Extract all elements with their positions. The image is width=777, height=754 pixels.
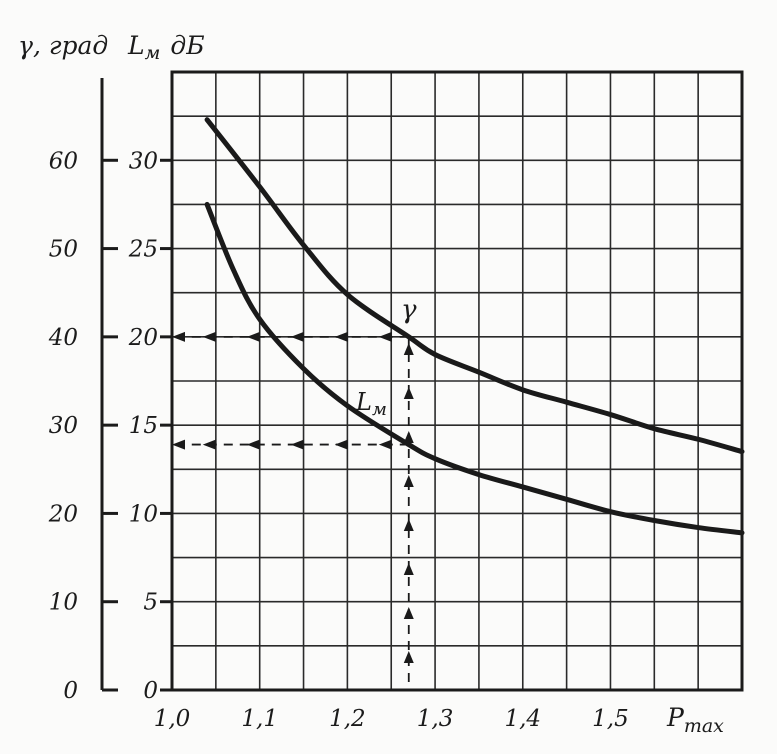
series-label-lm: Lм <box>355 388 387 420</box>
guide-arrow-left <box>172 331 185 342</box>
x-tick-label: 1,0 <box>154 706 191 732</box>
lm-tick-label: 5 <box>143 590 158 616</box>
gamma-tick-label: 50 <box>49 237 78 263</box>
guide-arrow-left <box>202 439 216 450</box>
gamma-axis-title: γ, град <box>18 31 108 60</box>
guide-arrow-left <box>290 331 304 342</box>
guide-arrow-left <box>246 331 260 342</box>
guide-arrow-up <box>403 387 414 399</box>
x-axis-title-main: P <box>666 703 685 732</box>
guide-arrow-left <box>290 439 304 450</box>
axis-layer <box>100 78 172 692</box>
guide-arrow-left <box>378 439 392 450</box>
lm-tick-label: 30 <box>129 148 158 174</box>
guide-arrow-up <box>403 519 414 531</box>
lm-tick-label: 0 <box>143 678 158 704</box>
guide-arrow-up <box>403 563 414 575</box>
lm-tick-label: 20 <box>128 325 158 351</box>
plot-frame <box>170 70 744 692</box>
guide-arrow-left <box>334 331 348 342</box>
series-label-lm-sub: м <box>372 399 387 420</box>
guide-arrow-up <box>403 475 414 487</box>
x-tick-label: 1,3 <box>417 706 454 732</box>
lm-tick-label: 10 <box>129 501 158 527</box>
series-line-lm <box>204 201 745 536</box>
lm-axis-title: Lм дБ <box>127 31 205 64</box>
guide-arrow-left <box>378 331 392 342</box>
x-tick-label: 1,2 <box>329 706 366 732</box>
guide-arrow-up <box>403 431 414 443</box>
series-line-gamma <box>204 117 745 455</box>
curve-layer <box>204 117 745 536</box>
gamma-tick-label: 40 <box>48 325 78 351</box>
series-label-lm-main: L <box>355 388 372 416</box>
gamma-tick-label: 20 <box>48 501 78 527</box>
guide-arrow-left <box>246 439 260 450</box>
gamma-tick-label: 60 <box>49 148 78 174</box>
gamma-tick-label: 30 <box>49 413 78 439</box>
tick-label-layer: 1,0 1,1 1,2 1,3 1,4 1,5 0 5 10 15 20 25 30 0 10 20 30 40 5… <box>48 148 629 732</box>
gamma-tick-label: 10 <box>49 590 78 616</box>
guide-arrow-up <box>403 607 414 619</box>
guide-arrow-up <box>403 651 414 663</box>
x-axis-title-sub: max <box>684 715 724 737</box>
guide-arrow-left <box>172 439 185 450</box>
x-tick-label: 1,5 <box>592 706 629 732</box>
x-axis-title: Pmax <box>666 703 724 737</box>
lm-tick-label: 15 <box>129 413 158 439</box>
x-tick-label: 1,1 <box>241 706 278 732</box>
series-label-gamma: γ <box>401 295 417 325</box>
guide-layer <box>172 331 414 682</box>
guide-arrow-left <box>334 439 348 450</box>
x-tick-label: 1,4 <box>504 706 541 732</box>
lm-axis-title-sub: м <box>145 42 161 64</box>
guide-arrow-left <box>202 331 216 342</box>
lm-axis-title-main: L <box>127 31 145 60</box>
gamma-tick-label: 0 <box>63 678 78 704</box>
grid-layer <box>170 70 744 692</box>
lm-axis-unit: дБ <box>170 31 204 60</box>
lm-tick-label: 25 <box>128 237 158 263</box>
guide-arrow-up <box>403 343 414 355</box>
